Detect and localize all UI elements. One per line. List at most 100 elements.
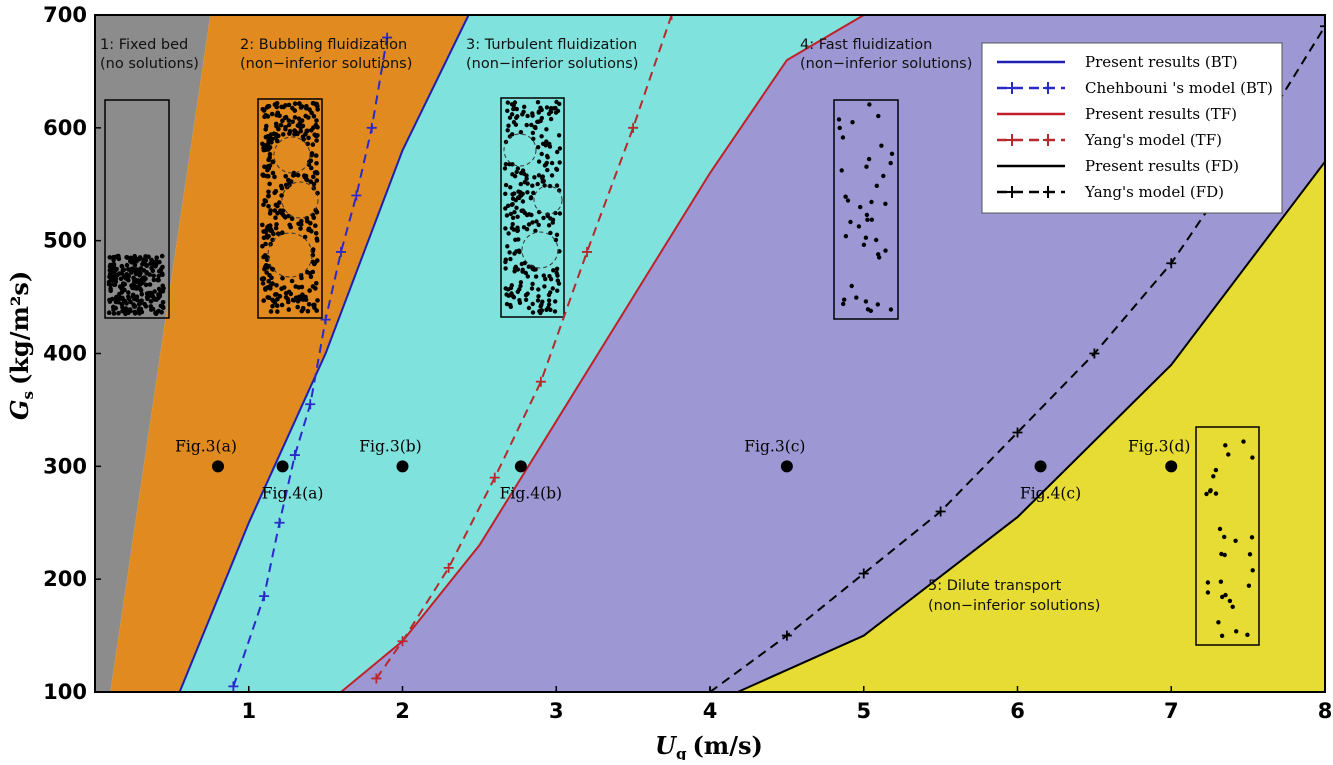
particle	[503, 257, 508, 262]
particle	[108, 286, 113, 292]
region-label-fast-1: 4: Fast fluidization	[800, 37, 932, 53]
particle	[1246, 583, 1252, 588]
particle	[293, 295, 299, 301]
particle	[307, 288, 312, 293]
particle	[539, 302, 544, 307]
particle	[881, 173, 886, 179]
particle	[124, 262, 130, 268]
particle	[126, 294, 131, 300]
particle	[518, 280, 524, 285]
particle	[529, 286, 535, 291]
particle	[512, 251, 517, 256]
particle	[280, 212, 286, 218]
particle	[260, 281, 266, 286]
particle	[107, 255, 113, 260]
particle	[303, 131, 308, 137]
particle	[528, 196, 534, 201]
particle	[301, 137, 307, 142]
series-marker-yang-s-model-tf-5	[582, 246, 592, 257]
particle	[531, 190, 536, 196]
particle	[262, 114, 267, 120]
particle	[547, 183, 553, 189]
schematic-fast	[833, 99, 899, 320]
point-label-fig-3-d: Fig.3(d)	[1128, 437, 1190, 455]
region-label-bubbling-1: 2: Bubbling fluidization	[240, 37, 407, 53]
region-label-dilute-2: (non−inferior solutions)	[928, 598, 1100, 614]
particle	[119, 263, 125, 269]
particle	[525, 181, 530, 186]
particle	[314, 178, 320, 183]
particle	[314, 236, 320, 241]
particle	[275, 211, 280, 216]
particle	[291, 173, 296, 178]
particle	[1227, 598, 1233, 604]
particle	[315, 258, 320, 263]
particle	[308, 158, 314, 164]
particle	[261, 298, 267, 303]
particle	[512, 210, 517, 215]
particle	[311, 174, 316, 180]
particle	[850, 120, 855, 125]
particle	[540, 179, 545, 184]
particle	[503, 191, 508, 196]
particle	[120, 281, 126, 286]
particle	[535, 100, 541, 105]
particle	[550, 286, 555, 291]
particle	[152, 297, 157, 302]
particle	[275, 309, 280, 314]
particle	[861, 242, 867, 247]
particle	[548, 230, 553, 236]
particle	[304, 104, 309, 109]
particle	[1222, 534, 1227, 540]
particle	[306, 226, 312, 232]
particle	[313, 153, 319, 158]
particle	[273, 225, 279, 231]
particle	[267, 145, 273, 150]
point-label-fig-3-b: Fig.3(b)	[359, 437, 421, 455]
particle	[530, 111, 535, 116]
particle	[263, 241, 268, 247]
series-marker-yang-s-model-fd-4	[1012, 427, 1023, 438]
particle	[555, 108, 561, 114]
particle	[550, 217, 556, 222]
particle	[269, 111, 275, 117]
series-marker-chehbouni-s-model-bt-3	[289, 450, 300, 461]
particle	[260, 107, 266, 112]
particle	[1233, 538, 1238, 543]
particle	[843, 234, 849, 239]
particle	[514, 205, 519, 210]
particle	[557, 146, 563, 151]
particle	[1213, 467, 1219, 473]
particle	[310, 284, 316, 289]
point-label-fig-3-c: Fig.3(c)	[744, 437, 805, 455]
particle	[314, 161, 319, 166]
particle	[531, 136, 536, 141]
particle	[152, 289, 157, 294]
particle	[128, 299, 133, 305]
particle	[518, 283, 523, 289]
particle	[510, 222, 515, 227]
particle	[299, 104, 305, 109]
particle	[1223, 592, 1228, 598]
particle	[523, 270, 528, 276]
legend-label-present-results-bt: Present results (BT)	[1085, 53, 1238, 71]
particle	[144, 270, 149, 276]
particle	[555, 288, 560, 293]
particle	[292, 101, 298, 106]
particle	[518, 130, 524, 135]
particle	[854, 295, 859, 300]
particle	[848, 219, 853, 225]
particle	[516, 195, 521, 200]
legend: Present results (BT) Chehbouni 's model (…	[981, 42, 1283, 214]
particle	[265, 164, 271, 169]
region-label-bubbling-2: (non−inferior solutions)	[240, 56, 412, 72]
particle	[538, 105, 543, 111]
series-marker-yang-s-model-fd-5	[1089, 348, 1100, 359]
particle	[141, 268, 147, 273]
particle	[303, 294, 308, 300]
particle	[1217, 526, 1223, 532]
particle	[126, 290, 131, 295]
particle	[505, 108, 510, 114]
particle	[869, 217, 874, 222]
particle	[281, 104, 286, 110]
